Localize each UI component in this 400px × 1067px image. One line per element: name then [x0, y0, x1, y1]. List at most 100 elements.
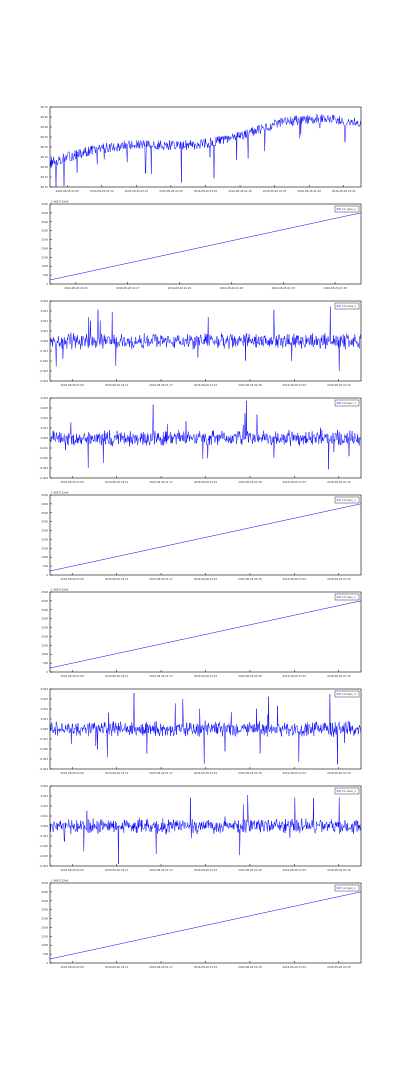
legend-box	[334, 496, 360, 504]
y-tick-label: 0.002	[41, 804, 49, 808]
y-tick-label: 0.002	[41, 319, 49, 323]
x-tick-label: 2016-08-26 01:33	[283, 383, 307, 387]
y-tick-label: 500	[43, 273, 48, 277]
y-tick-label: 96.50	[41, 145, 49, 149]
x-tick-label: 2016-08-26 01:11	[105, 771, 129, 775]
y-tick-label: 0.004	[41, 396, 49, 400]
chart-panel-5: 0 500 1000 1500 2000 2500 3000 3500 4000 4500 2016…	[41, 491, 362, 581]
y-tick-label: 2000	[41, 246, 48, 250]
y-tick-label: 0.001	[41, 329, 49, 333]
legend: t-0 close_1	[334, 302, 360, 310]
chart-panel-6: 0 500 1000 1500 2000 2500 3000 3500 4000 4500 2016…	[41, 588, 362, 678]
series-line	[49, 600, 362, 669]
y-tick-label: -0.002	[40, 359, 49, 363]
y-tick-label: 1500	[41, 546, 48, 550]
y-tick-label: 1000	[41, 264, 48, 268]
y-tick-label: -0.003	[40, 466, 49, 470]
x-tick-label: 2016-08-26 01:05	[61, 868, 85, 872]
offset-label: 1.4667152e9	[51, 491, 69, 495]
x-tick-label: 2016-08-26 01:28	[238, 577, 262, 581]
y-tick-label: 96.40	[41, 165, 49, 169]
legend: t-0 open_1	[334, 690, 360, 698]
y-tick-label: 1500	[41, 934, 48, 938]
x-tick-label: 2016-08-26 01:33	[283, 577, 307, 581]
y-tick-label: 0.004	[41, 784, 49, 788]
y-tick-label: -0.001	[40, 349, 49, 353]
x-tick-label: 2016-08-26 01:39	[327, 674, 351, 678]
y-tick-label: 4000	[41, 599, 48, 603]
x-tick-label: 2016-08-26 01:05	[56, 189, 80, 193]
y-tick-label: -0.001	[40, 834, 49, 838]
x-tick-label: 2016-08-26 01:05	[61, 965, 85, 969]
y-tick-label: 500	[43, 564, 48, 568]
y-tick-label: 0.000	[41, 436, 49, 440]
legend: t-0 open_v	[334, 884, 360, 892]
y-tick-label: 2000	[41, 537, 48, 541]
y-tick-label: 0.001	[41, 814, 49, 818]
x-tick-label: 2016-08-26 01:17	[149, 674, 173, 678]
y-tick-label: 0.002	[41, 416, 49, 420]
y-tick-label: 3000	[41, 520, 48, 524]
y-tick-label: 2500	[41, 917, 48, 921]
x-tick-label: 2016-08-26 01:11	[105, 480, 129, 484]
y-tick-label: 96.35	[41, 175, 49, 179]
x-tick-label: 2016-08-26 01:39	[327, 480, 351, 484]
y-tick-label: 0.003	[41, 697, 49, 701]
y-tick-label: -0.001	[40, 737, 49, 741]
x-tick-label: 2016-08-26 01:05	[64, 286, 88, 290]
legend: t-0 open_v	[334, 593, 360, 601]
y-tick-label: 0	[46, 573, 48, 577]
legend-box	[334, 787, 360, 795]
x-tick-label: 2016-08-26 01:39	[327, 771, 351, 775]
y-tick-label: 0.003	[41, 309, 49, 313]
y-tick-label: 0.003	[41, 406, 49, 410]
legend-box	[334, 205, 360, 213]
y-tick-label: 0.003	[41, 794, 49, 798]
legend-label: t-0 close_1	[342, 304, 356, 308]
legend-label: t-0 open_v	[342, 595, 356, 599]
y-tick-label: 0.001	[41, 717, 49, 721]
x-tick-label: 2016-08-26 01:33	[283, 674, 307, 678]
y-tick-label: 3500	[41, 899, 48, 903]
x-tick-label: 2016-08-26 01:33	[272, 286, 296, 290]
legend: t-0 open_1	[334, 399, 360, 407]
x-tick-label: 2016-08-26 01:33	[283, 965, 307, 969]
x-tick-label: 2016-08-26 01:28	[238, 674, 262, 678]
y-tick-label: 3500	[41, 511, 48, 515]
y-tick-label: 0	[46, 670, 48, 674]
x-tick-label: 2016-08-26 01:45	[332, 189, 356, 193]
x-tick-label: 2016-08-26 01:39	[327, 868, 351, 872]
x-tick-label: 2016-08-26 01:17	[149, 868, 173, 872]
x-tick-label: 2016-08-26 01:11	[105, 383, 129, 387]
x-tick-label: 2016-08-26 01:39	[327, 577, 351, 581]
y-tick-label: -0.004	[40, 767, 49, 771]
legend: t-1 open_v	[334, 205, 360, 213]
x-tick-label: 2016-08-26 01:39	[323, 286, 347, 290]
y-tick-label: 96.45	[41, 155, 49, 159]
y-tick-label: -0.003	[40, 369, 49, 373]
x-tick-label: 2016-08-26 01:28	[238, 771, 262, 775]
legend-label: t-0 open_v	[342, 886, 356, 890]
y-tick-label: 500	[43, 661, 48, 665]
x-tick-label: 2016-08-26 01:05	[61, 771, 85, 775]
legend: t-1 open_1	[334, 787, 360, 795]
chart-panel-7: -0.004 -0.003 -0.002 -0.001 0.000 0.001 0.002 0…	[40, 687, 362, 775]
y-tick-label: 0.000	[41, 824, 49, 828]
series-line	[49, 400, 362, 470]
y-tick-label: 96.30	[41, 185, 49, 189]
series-line	[49, 692, 362, 765]
x-tick-label: 2016-08-26 01:28	[238, 480, 262, 484]
x-tick-label: 2016-08-26 01:05	[61, 480, 85, 484]
y-tick-label: 1000	[41, 555, 48, 559]
x-tick-label: 2016-08-26 01:11	[105, 577, 129, 581]
y-tick-label: 0.004	[41, 299, 49, 303]
chart-panel-3: -0.004 -0.003 -0.002 -0.001 0.000 0.001 0.002 0…	[40, 299, 362, 387]
plot-frame	[49, 106, 362, 188]
plot-frame	[49, 494, 362, 576]
y-tick-label: 2000	[41, 634, 48, 638]
x-tick-label: 2016-08-26 01:17	[149, 771, 173, 775]
y-tick-label: 96.65	[41, 115, 49, 119]
x-tick-label: 2016-08-26 01:28	[238, 383, 262, 387]
x-tick-label: 2016-08-26 01:22	[168, 286, 192, 290]
